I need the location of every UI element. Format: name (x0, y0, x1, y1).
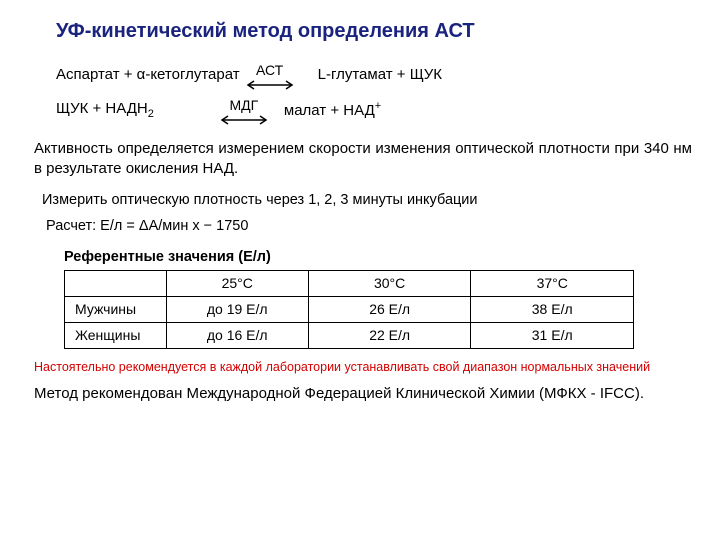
rxn1-enzyme: АСТ (256, 61, 283, 80)
reaction-1: Аспартат + α-кетоглутарат АСТ L-глутамат… (56, 61, 692, 90)
rxn2-left-text: ЩУК + НАДН (56, 100, 148, 117)
table-col-25: 25°С (166, 270, 308, 296)
reaction-2: ЩУК + НАДН2 МДГ малат + НАД+ (56, 96, 692, 125)
activity-paragraph: Активность определяется измерением скоро… (34, 139, 692, 180)
row-label-women: Женщины (65, 322, 167, 348)
cell: 26 Е/л (308, 296, 471, 322)
reference-table: 25°С 30°С 37°С Мужчины до 19 Е/л 26 Е/л … (64, 270, 634, 349)
cell: 22 Е/л (308, 322, 471, 348)
rxn1-left: Аспартат + α-кетоглутарат (56, 65, 240, 85)
calculation-line: Расчет: Е/л = ΔА/мин х − 1750 (34, 217, 692, 237)
measure-instruction: Измерить оптическую плотность через 1, 2… (34, 191, 692, 211)
double-arrow-icon (244, 80, 296, 90)
calc-delta: Δ (139, 218, 149, 234)
calc-label: Расчет: Е/л = (46, 218, 139, 234)
cell: 31 Е/л (471, 322, 634, 348)
double-arrow-icon (218, 115, 270, 125)
table-col-empty (65, 270, 167, 296)
reaction-block: Аспартат + α-кетоглутарат АСТ L-глутамат… (34, 61, 692, 125)
rxn1-right: L-глутамат + ЩУК (318, 65, 442, 85)
rxn2-right: малат + НАД+ (284, 99, 381, 121)
rxn2-right-sup: + (375, 100, 381, 112)
recommendation-note: Настоятельно рекомендуется в каждой лабо… (34, 359, 692, 376)
table-header-row: 25°С 30°С 37°С (65, 270, 634, 296)
table-caption: Референтные значения (Е/л) (34, 248, 692, 268)
rxn2-enzyme: МДГ (230, 96, 259, 115)
table-row: Мужчины до 19 Е/л 26 Е/л 38 Е/л (65, 296, 634, 322)
cell: 38 Е/л (471, 296, 634, 322)
table-col-30: 30°С (308, 270, 471, 296)
calc-rest: А/мин х − 1750 (149, 218, 249, 234)
footer-text: Метод рекомендован Международной Федерац… (34, 384, 692, 404)
rxn2-right-text: малат + НАД (284, 102, 375, 119)
rxn2-left: ЩУК + НАДН2 (56, 99, 154, 122)
table-col-37: 37°С (471, 270, 634, 296)
cell: до 19 Е/л (166, 296, 308, 322)
row-label-men: Мужчины (65, 296, 167, 322)
page-title: УФ-кинетический метод определения АСТ (34, 18, 692, 45)
rxn2-arrow-stack: МДГ (214, 96, 274, 125)
rxn1-arrow-stack: АСТ (240, 61, 300, 90)
cell: до 16 Е/л (166, 322, 308, 348)
table-row: Женщины до 16 Е/л 22 Е/л 31 Е/л (65, 322, 634, 348)
rxn2-left-sub: 2 (148, 108, 154, 120)
